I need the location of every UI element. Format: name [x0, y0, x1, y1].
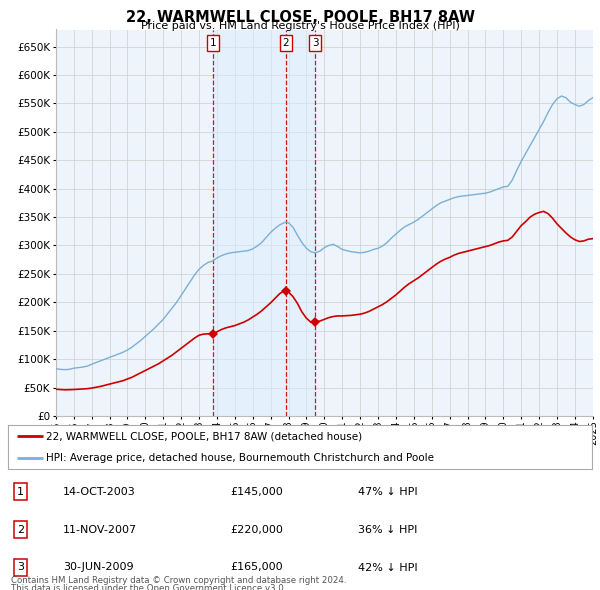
Text: 2: 2 — [17, 525, 24, 535]
Text: 1: 1 — [17, 487, 24, 497]
Text: 2: 2 — [283, 38, 289, 48]
Text: 11-NOV-2007: 11-NOV-2007 — [64, 525, 137, 535]
Text: 1: 1 — [210, 38, 217, 48]
Text: This data is licensed under the Open Government Licence v3.0.: This data is licensed under the Open Gov… — [11, 584, 286, 590]
Text: 47% ↓ HPI: 47% ↓ HPI — [358, 487, 418, 497]
Text: 14-OCT-2003: 14-OCT-2003 — [64, 487, 136, 497]
Text: £220,000: £220,000 — [230, 525, 283, 535]
Text: 22, WARMWELL CLOSE, POOLE, BH17 8AW: 22, WARMWELL CLOSE, POOLE, BH17 8AW — [125, 10, 475, 25]
Text: 22, WARMWELL CLOSE, POOLE, BH17 8AW (detached house): 22, WARMWELL CLOSE, POOLE, BH17 8AW (det… — [46, 431, 362, 441]
Text: 3: 3 — [17, 562, 24, 572]
Bar — [213, 30, 315, 416]
Text: £145,000: £145,000 — [230, 487, 283, 497]
Text: 42% ↓ HPI: 42% ↓ HPI — [358, 562, 418, 572]
Text: 36% ↓ HPI: 36% ↓ HPI — [358, 525, 418, 535]
Text: 3: 3 — [312, 38, 319, 48]
Text: Contains HM Land Registry data © Crown copyright and database right 2024.: Contains HM Land Registry data © Crown c… — [11, 576, 346, 585]
Text: £165,000: £165,000 — [230, 562, 283, 572]
Text: Price paid vs. HM Land Registry's House Price Index (HPI): Price paid vs. HM Land Registry's House … — [140, 21, 460, 31]
Text: 30-JUN-2009: 30-JUN-2009 — [64, 562, 134, 572]
Text: HPI: Average price, detached house, Bournemouth Christchurch and Poole: HPI: Average price, detached house, Bour… — [46, 453, 434, 463]
